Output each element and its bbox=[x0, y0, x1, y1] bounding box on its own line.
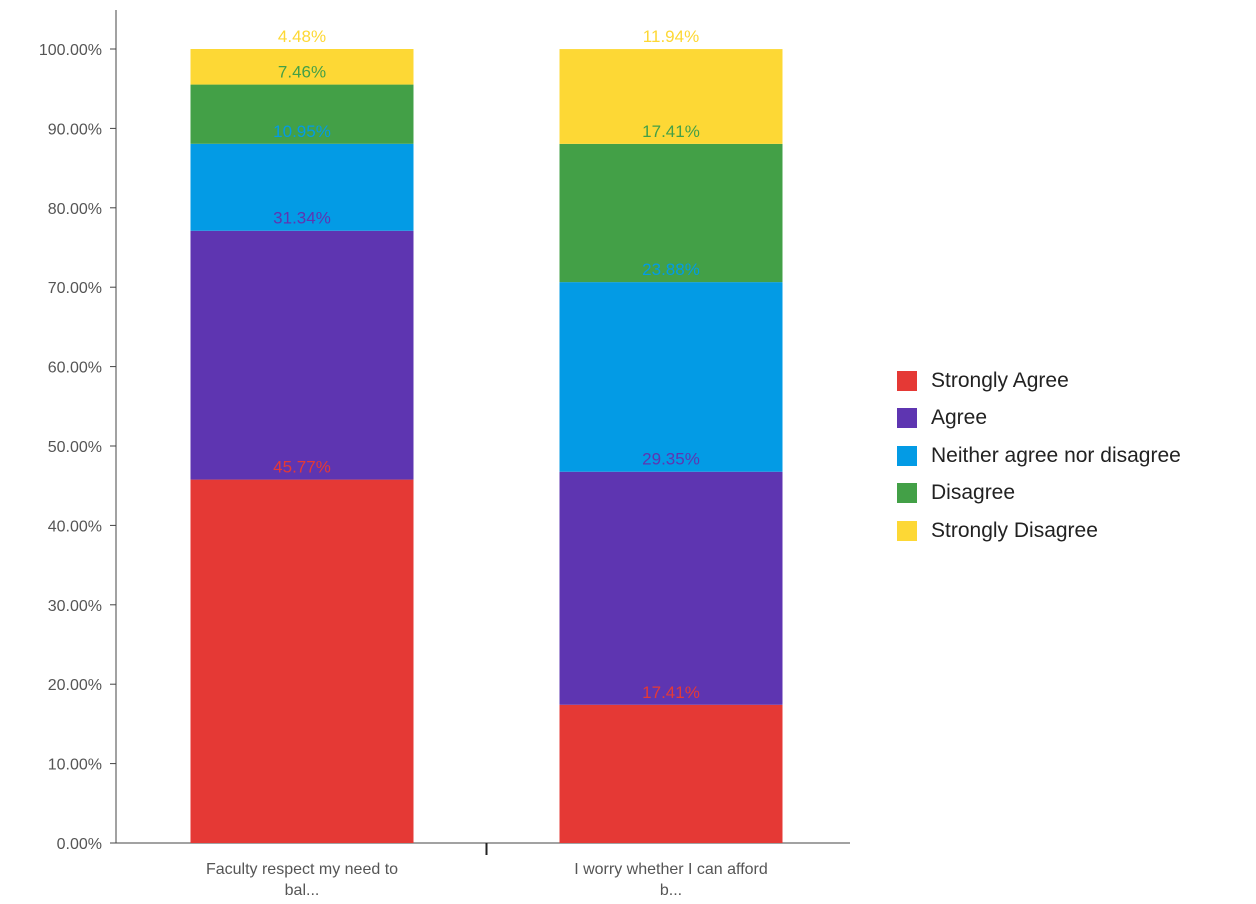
y-tick-label: 80.00% bbox=[48, 201, 102, 218]
bar-data-label: 10.95% bbox=[273, 122, 331, 141]
y-tick-label: 90.00% bbox=[48, 121, 102, 138]
bar-segment bbox=[559, 471, 783, 705]
x-category-label: bal... bbox=[285, 882, 320, 899]
y-axis: 0.00% 10.00% 20.00% 30.00% 40.00% 50.00% 60.00… bbox=[39, 10, 117, 853]
legend-item: Agree bbox=[897, 400, 1181, 438]
bar-segment bbox=[559, 704, 783, 843]
bar-data-label: 17.41% bbox=[642, 122, 700, 141]
bar-data-label: 17.41% bbox=[642, 683, 700, 702]
legend-label: Disagree bbox=[931, 481, 1016, 505]
y-tick-label: 40.00% bbox=[48, 518, 102, 535]
y-tick-label: 50.00% bbox=[48, 439, 102, 456]
data-labels: 45.77% 31.34% 10.95% 7.46% 4.48% 17.41% 29.35%… bbox=[273, 27, 700, 702]
y-tick-label: 0.00% bbox=[57, 836, 102, 853]
legend-label: Neither agree nor disagree bbox=[931, 443, 1181, 467]
legend-label: Strongly Disagree bbox=[931, 518, 1098, 542]
y-tick-label: 60.00% bbox=[48, 360, 102, 377]
chart-legend: Strongly Agree Agree Neither agree nor dis… bbox=[897, 362, 1181, 550]
bar-segment bbox=[190, 84, 414, 144]
bar-stacks bbox=[190, 49, 783, 843]
bar-segment bbox=[559, 143, 783, 283]
y-tick-label: 100.00% bbox=[39, 42, 102, 59]
bar-segment bbox=[190, 143, 414, 231]
bar-data-label: 29.35% bbox=[642, 450, 700, 469]
legend-swatch bbox=[897, 483, 917, 504]
bar-segment bbox=[190, 230, 414, 480]
legend-item: Strongly Disagree bbox=[897, 512, 1181, 550]
bar-data-label: 4.48% bbox=[278, 27, 326, 46]
y-tick-label: 70.00% bbox=[48, 280, 102, 297]
legend-item: Disagree bbox=[897, 475, 1181, 513]
legend-swatch bbox=[897, 445, 917, 466]
legend-swatch bbox=[897, 520, 917, 541]
x-category-label: b... bbox=[660, 882, 682, 899]
bar-segment bbox=[559, 49, 783, 144]
bar-data-label: 31.34% bbox=[273, 209, 331, 228]
y-tick-label: 30.00% bbox=[48, 598, 102, 615]
x-axis: Faculty respect my need to bal... I worry … bbox=[116, 842, 850, 899]
bar-data-label: 23.88% bbox=[642, 260, 700, 279]
legend-item: Neither agree nor disagree bbox=[897, 437, 1181, 475]
legend-swatch bbox=[897, 408, 917, 429]
bar-segment bbox=[559, 282, 783, 472]
legend-item: Strongly Agree bbox=[897, 362, 1181, 400]
bar-segment bbox=[190, 479, 414, 843]
bar-data-label: 7.46% bbox=[278, 63, 326, 82]
x-category-label: I worry whether I can afford bbox=[574, 861, 768, 878]
x-category-label: Faculty respect my need to bbox=[206, 861, 398, 878]
bar-segment bbox=[190, 49, 414, 85]
bar-data-label: 11.94% bbox=[643, 27, 699, 46]
y-tick-label: 10.00% bbox=[48, 757, 102, 774]
bar-data-label: 45.77% bbox=[273, 458, 331, 477]
legend-swatch bbox=[897, 370, 917, 391]
y-tick-label: 20.00% bbox=[48, 677, 102, 694]
legend-label: Strongly Agree bbox=[931, 368, 1069, 392]
legend-label: Agree bbox=[931, 406, 988, 430]
